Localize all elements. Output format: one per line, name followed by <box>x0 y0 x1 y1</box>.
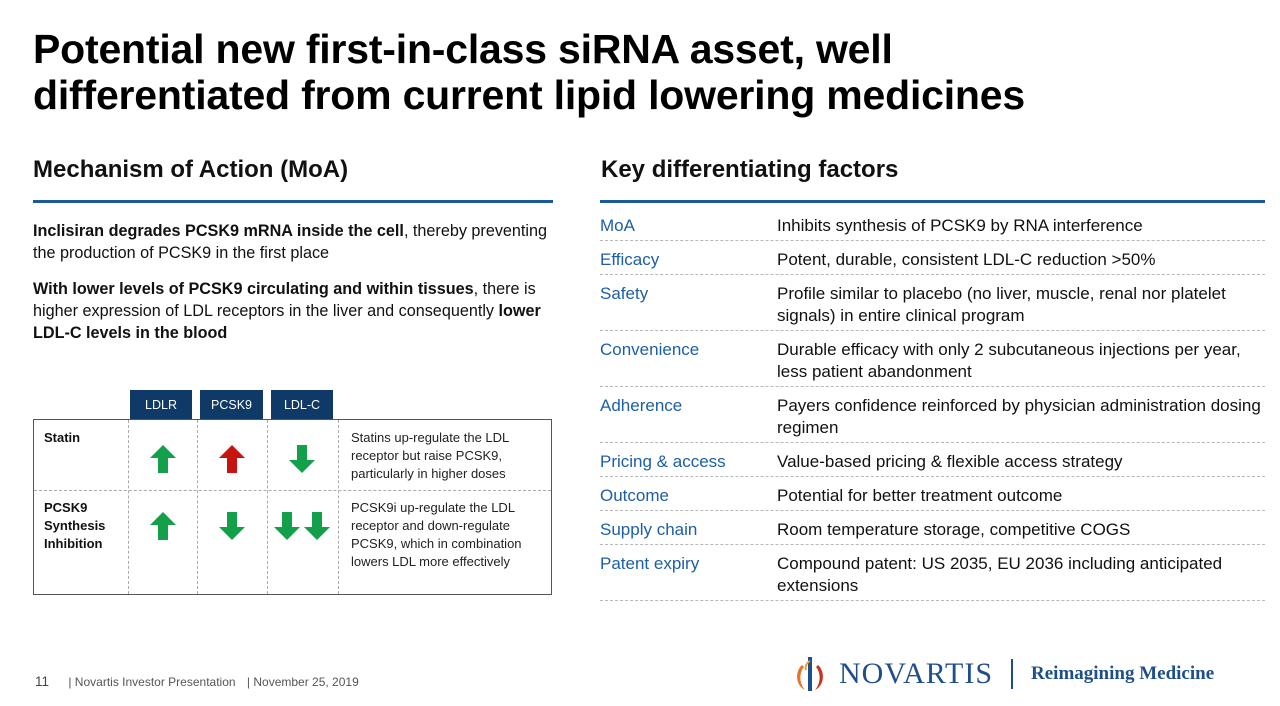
row-note: PCSK9i up-regulate the LDL receptor and … <box>351 500 522 569</box>
differentiator-value: Payers confidence reinforced by physicia… <box>777 396 1261 437</box>
moa-heading-rule <box>33 200 553 203</box>
footer-presentation-name: | Novartis Investor Presentation <box>68 675 236 689</box>
differentiator-value: Potent, durable, consistent LDL-C reduct… <box>777 250 1156 269</box>
differentiator-row: Supply chain Room temperature storage, co… <box>600 511 1265 545</box>
page-number: 11 <box>35 674 50 689</box>
differentiator-key: Convenience <box>600 340 700 359</box>
column-header-pcsk9: PCSK9 <box>200 390 263 420</box>
differentiator-value: Inhibits synthesis of PCSK9 by RNA inter… <box>777 216 1143 235</box>
column-divider <box>267 420 268 594</box>
differentiator-row: Safety Profile similar to placebo (no liv… <box>600 275 1265 331</box>
emphasized-text: Inclisiran degrades PCSK9 mRNA inside th… <box>33 222 404 240</box>
differentiator-row: Pricing & access Value-based pricing & fl… <box>600 443 1265 477</box>
arrow-down-green-icon <box>288 444 316 479</box>
slide-title: Potential new first-in-class siRNA asset… <box>33 26 1253 118</box>
column-divider <box>197 420 198 594</box>
arrow-up-green-icon <box>149 511 177 546</box>
differentiator-row: Efficacy Potent, durable, consistent LDL-… <box>600 241 1265 275</box>
differentiator-value: Value-based pricing & flexible access st… <box>777 452 1123 471</box>
differentiator-value: Durable efficacy with only 2 subcutaneou… <box>777 340 1241 381</box>
table-row-pcsk9-synthesis-inhibition: PCSK9 Synthesis Inhibition PCSK9i up-reg… <box>34 491 551 595</box>
differentiators-heading-rule <box>600 200 1265 203</box>
row-note: Statins up-regulate the LDL receptor but… <box>351 430 509 481</box>
flame-icon <box>797 657 823 691</box>
column-header-ldlr: LDLR <box>130 390 192 420</box>
moa-description: Inclisiran degrades PCSK9 mRNA inside th… <box>33 220 548 358</box>
arrow-down-green-icon <box>218 511 246 546</box>
moa-heading: Mechanism of Action (MoA) <box>33 156 349 183</box>
body-text: , thereby preventing the production of P… <box>33 222 548 262</box>
slide-title-line2: differentiated from current lipid loweri… <box>33 72 1025 118</box>
logo-tagline: Reimagining Medicine <box>1031 663 1215 684</box>
row-label: Statin <box>44 430 81 445</box>
differentiator-key: Outcome <box>600 486 669 505</box>
differentiator-key: Safety <box>600 284 649 303</box>
arrow-up-red-icon <box>218 444 246 479</box>
differentiator-key: Efficacy <box>600 250 660 269</box>
differentiator-key: Pricing & access <box>600 452 726 471</box>
footer-date: | November 25, 2019 <box>246 675 359 689</box>
column-divider <box>128 420 129 594</box>
differentiators-heading: Key differentiating factors <box>601 156 899 183</box>
differentiators-table: MoA Inhibits synthesis of PCSK9 by RNA in… <box>600 207 1265 601</box>
arrow-down-green-icon <box>273 511 301 546</box>
logo-wordmark: NOVARTIS <box>839 657 994 690</box>
differentiator-key: Adherence <box>600 396 683 415</box>
logo-divider <box>1011 659 1014 689</box>
differentiator-value: Potential for better treatment outcome <box>777 486 1063 505</box>
column-divider <box>338 420 339 594</box>
differentiator-value: Room temperature storage, competitive CO… <box>777 520 1131 539</box>
moa-paragraph-1: Inclisiran degrades PCSK9 mRNA inside th… <box>33 220 548 264</box>
body-text: , there is higher expression of LDL rece… <box>33 280 536 320</box>
differentiator-value: Compound patent: US 2035, EU 2036 includ… <box>777 554 1223 595</box>
differentiator-row: Outcome Potential for better treatment ou… <box>600 477 1265 511</box>
emphasized-text: lower LDL-C levels in the blood <box>33 302 541 342</box>
arrow-down-green-icon <box>303 511 331 546</box>
differentiator-row: Patent expiry Compound patent: US 2035, E… <box>600 545 1265 601</box>
footer: 11 | Novartis Investor Presentation | No… <box>35 674 359 689</box>
table-row-statin: Statin Statins up-regulate the LDL recep… <box>34 420 551 491</box>
moa-paragraph-2: With lower levels of PCSK9 circulating a… <box>33 278 548 344</box>
differentiator-row: Adherence Payers confidence reinforced by… <box>600 387 1265 443</box>
differentiator-value: Profile similar to placebo (no liver, mu… <box>777 284 1226 325</box>
differentiator-key: Supply chain <box>600 520 698 539</box>
differentiator-row: MoA Inhibits synthesis of PCSK9 by RNA in… <box>600 207 1265 241</box>
arrow-up-green-icon <box>149 444 177 479</box>
moa-comparison-table: Statin Statins up-regulate the LDL recep… <box>33 419 552 595</box>
column-header-ldlc: LDL-C <box>271 390 333 420</box>
differentiator-key: Patent expiry <box>600 554 700 573</box>
novartis-logo: NOVARTIS Reimagining Medicine <box>793 654 1214 694</box>
slide-title-line1: Potential new first-in-class siRNA asset… <box>33 26 893 72</box>
differentiator-key: MoA <box>600 216 635 235</box>
emphasized-text: With lower levels of PCSK9 circulating a… <box>33 280 474 298</box>
differentiator-row: Convenience Durable efficacy with only 2 … <box>600 331 1265 387</box>
row-label: PCSK9 Synthesis Inhibition <box>44 500 106 551</box>
